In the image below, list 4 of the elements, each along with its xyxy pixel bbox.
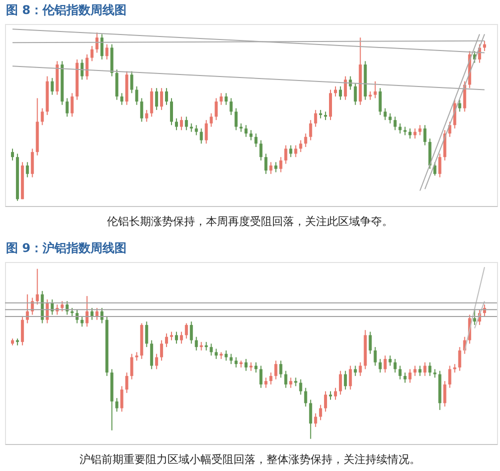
text: 伦铝长期涨势保持，本周再度受阻回落，关注此区域争夺。	[106, 214, 394, 230]
chart-title: 图 8：伦铝指数周线图	[5, 2, 128, 19]
chart-title: 图 9：沪铝指数周线图	[5, 240, 128, 257]
text: 沪铝前期重要阻力区域小幅受阻回落，整体涨势保持，关注持续情况。	[78, 452, 422, 468]
